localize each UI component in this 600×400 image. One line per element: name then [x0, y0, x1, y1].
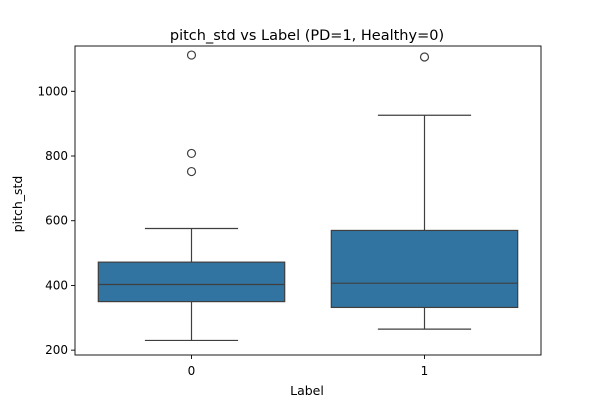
y-tick-label: 200: [45, 343, 68, 357]
box-group-1: [330, 52, 519, 330]
outlier-point: [186, 50, 197, 60]
outlier-point: [186, 166, 197, 177]
outlier-point: [419, 52, 430, 62]
y-axis-label: pitch_std: [10, 176, 25, 233]
x-tick-label: 1: [421, 364, 429, 378]
y-tick-label: 800: [45, 149, 68, 163]
chart-title: pitch_std vs Label (PD=1, Healthy=0): [170, 28, 444, 44]
y-axis-ticks: 200 400 600 800 1000: [37, 84, 75, 357]
y-tick-label: 600: [45, 214, 68, 228]
y-tick-label: 400: [45, 278, 68, 292]
box-group-0: [97, 50, 286, 342]
x-tick-label: 0: [188, 364, 196, 378]
x-axis-label: Label: [290, 383, 324, 398]
axes-frame: [74, 45, 542, 356]
plot-marks: [97, 50, 519, 342]
iqr-box: [330, 229, 519, 309]
y-tick-label: 1000: [37, 84, 68, 98]
iqr-box: [97, 261, 286, 303]
outlier-point: [186, 148, 197, 159]
